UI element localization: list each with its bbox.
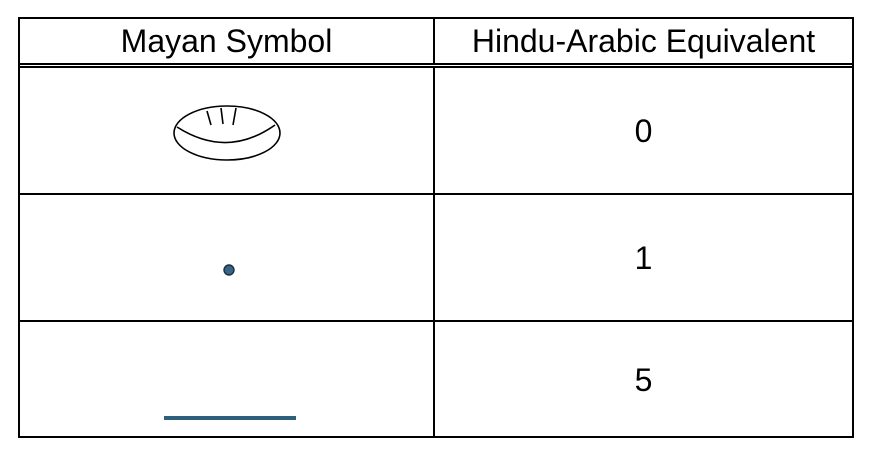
table-row: 0 bbox=[20, 68, 852, 195]
value-zero: 0 bbox=[634, 112, 653, 149]
value-one: 1 bbox=[634, 239, 653, 276]
value-five: 5 bbox=[634, 362, 653, 398]
table-row: 1 bbox=[20, 195, 852, 322]
header-hindu-arabic-equivalent: Hindu-Arabic Equivalent bbox=[471, 23, 816, 59]
value-cell: 1 bbox=[435, 195, 852, 320]
header-cell-equivalent: Hindu-Arabic Equivalent bbox=[435, 19, 852, 63]
table-header-row: Mayan Symbol Hindu-Arabic Equivalent bbox=[20, 19, 852, 68]
bar-icon bbox=[164, 416, 296, 420]
symbol-cell bbox=[20, 195, 435, 320]
header-cell-symbol: Mayan Symbol bbox=[20, 19, 435, 63]
table-row: 5 bbox=[20, 322, 852, 438]
header-mayan-symbol: Mayan Symbol bbox=[120, 23, 333, 59]
shell-icon bbox=[172, 104, 281, 161]
value-cell: 0 bbox=[435, 68, 852, 193]
mayan-numeral-table: Mayan Symbol Hindu-Arabic Equivalent 0 bbox=[18, 17, 854, 438]
dot-icon bbox=[223, 264, 235, 276]
bar-icon-wrap bbox=[163, 414, 297, 422]
value-cell: 5 bbox=[435, 322, 852, 438]
symbol-cell bbox=[20, 68, 435, 193]
symbol-cell bbox=[20, 322, 435, 438]
dot-icon-wrap bbox=[221, 262, 237, 278]
